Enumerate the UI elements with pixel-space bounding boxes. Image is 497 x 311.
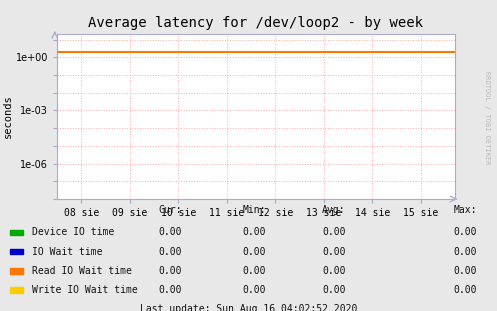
Text: Last update: Sun Aug 16 04:02:52 2020: Last update: Sun Aug 16 04:02:52 2020 xyxy=(140,304,357,311)
Text: 0.00: 0.00 xyxy=(322,247,345,257)
Text: Read IO Wait time: Read IO Wait time xyxy=(32,266,132,276)
Text: 0.00: 0.00 xyxy=(322,266,345,276)
Text: 0.00: 0.00 xyxy=(243,227,266,237)
Text: RRDTOOL / TOBI OETIKER: RRDTOOL / TOBI OETIKER xyxy=(484,72,490,165)
Text: Write IO Wait time: Write IO Wait time xyxy=(32,285,138,295)
Text: IO Wait time: IO Wait time xyxy=(32,247,103,257)
Text: Min:: Min: xyxy=(243,205,266,215)
Text: Avg:: Avg: xyxy=(322,205,345,215)
Text: 0.00: 0.00 xyxy=(158,247,181,257)
Text: 0.00: 0.00 xyxy=(158,227,181,237)
Text: 0.00: 0.00 xyxy=(322,285,345,295)
Text: 0.00: 0.00 xyxy=(243,266,266,276)
Text: Max:: Max: xyxy=(454,205,477,215)
Text: 0.00: 0.00 xyxy=(454,227,477,237)
Text: 0.00: 0.00 xyxy=(243,247,266,257)
Text: 0.00: 0.00 xyxy=(454,266,477,276)
Text: 0.00: 0.00 xyxy=(158,285,181,295)
Text: Device IO time: Device IO time xyxy=(32,227,114,237)
Y-axis label: seconds: seconds xyxy=(3,95,13,138)
Text: 0.00: 0.00 xyxy=(322,227,345,237)
Text: 0.00: 0.00 xyxy=(158,266,181,276)
Text: 0.00: 0.00 xyxy=(454,285,477,295)
Text: 0.00: 0.00 xyxy=(243,285,266,295)
Text: Cur:: Cur: xyxy=(158,205,181,215)
Text: 0.00: 0.00 xyxy=(454,247,477,257)
Title: Average latency for /dev/loop2 - by week: Average latency for /dev/loop2 - by week xyxy=(88,16,423,30)
